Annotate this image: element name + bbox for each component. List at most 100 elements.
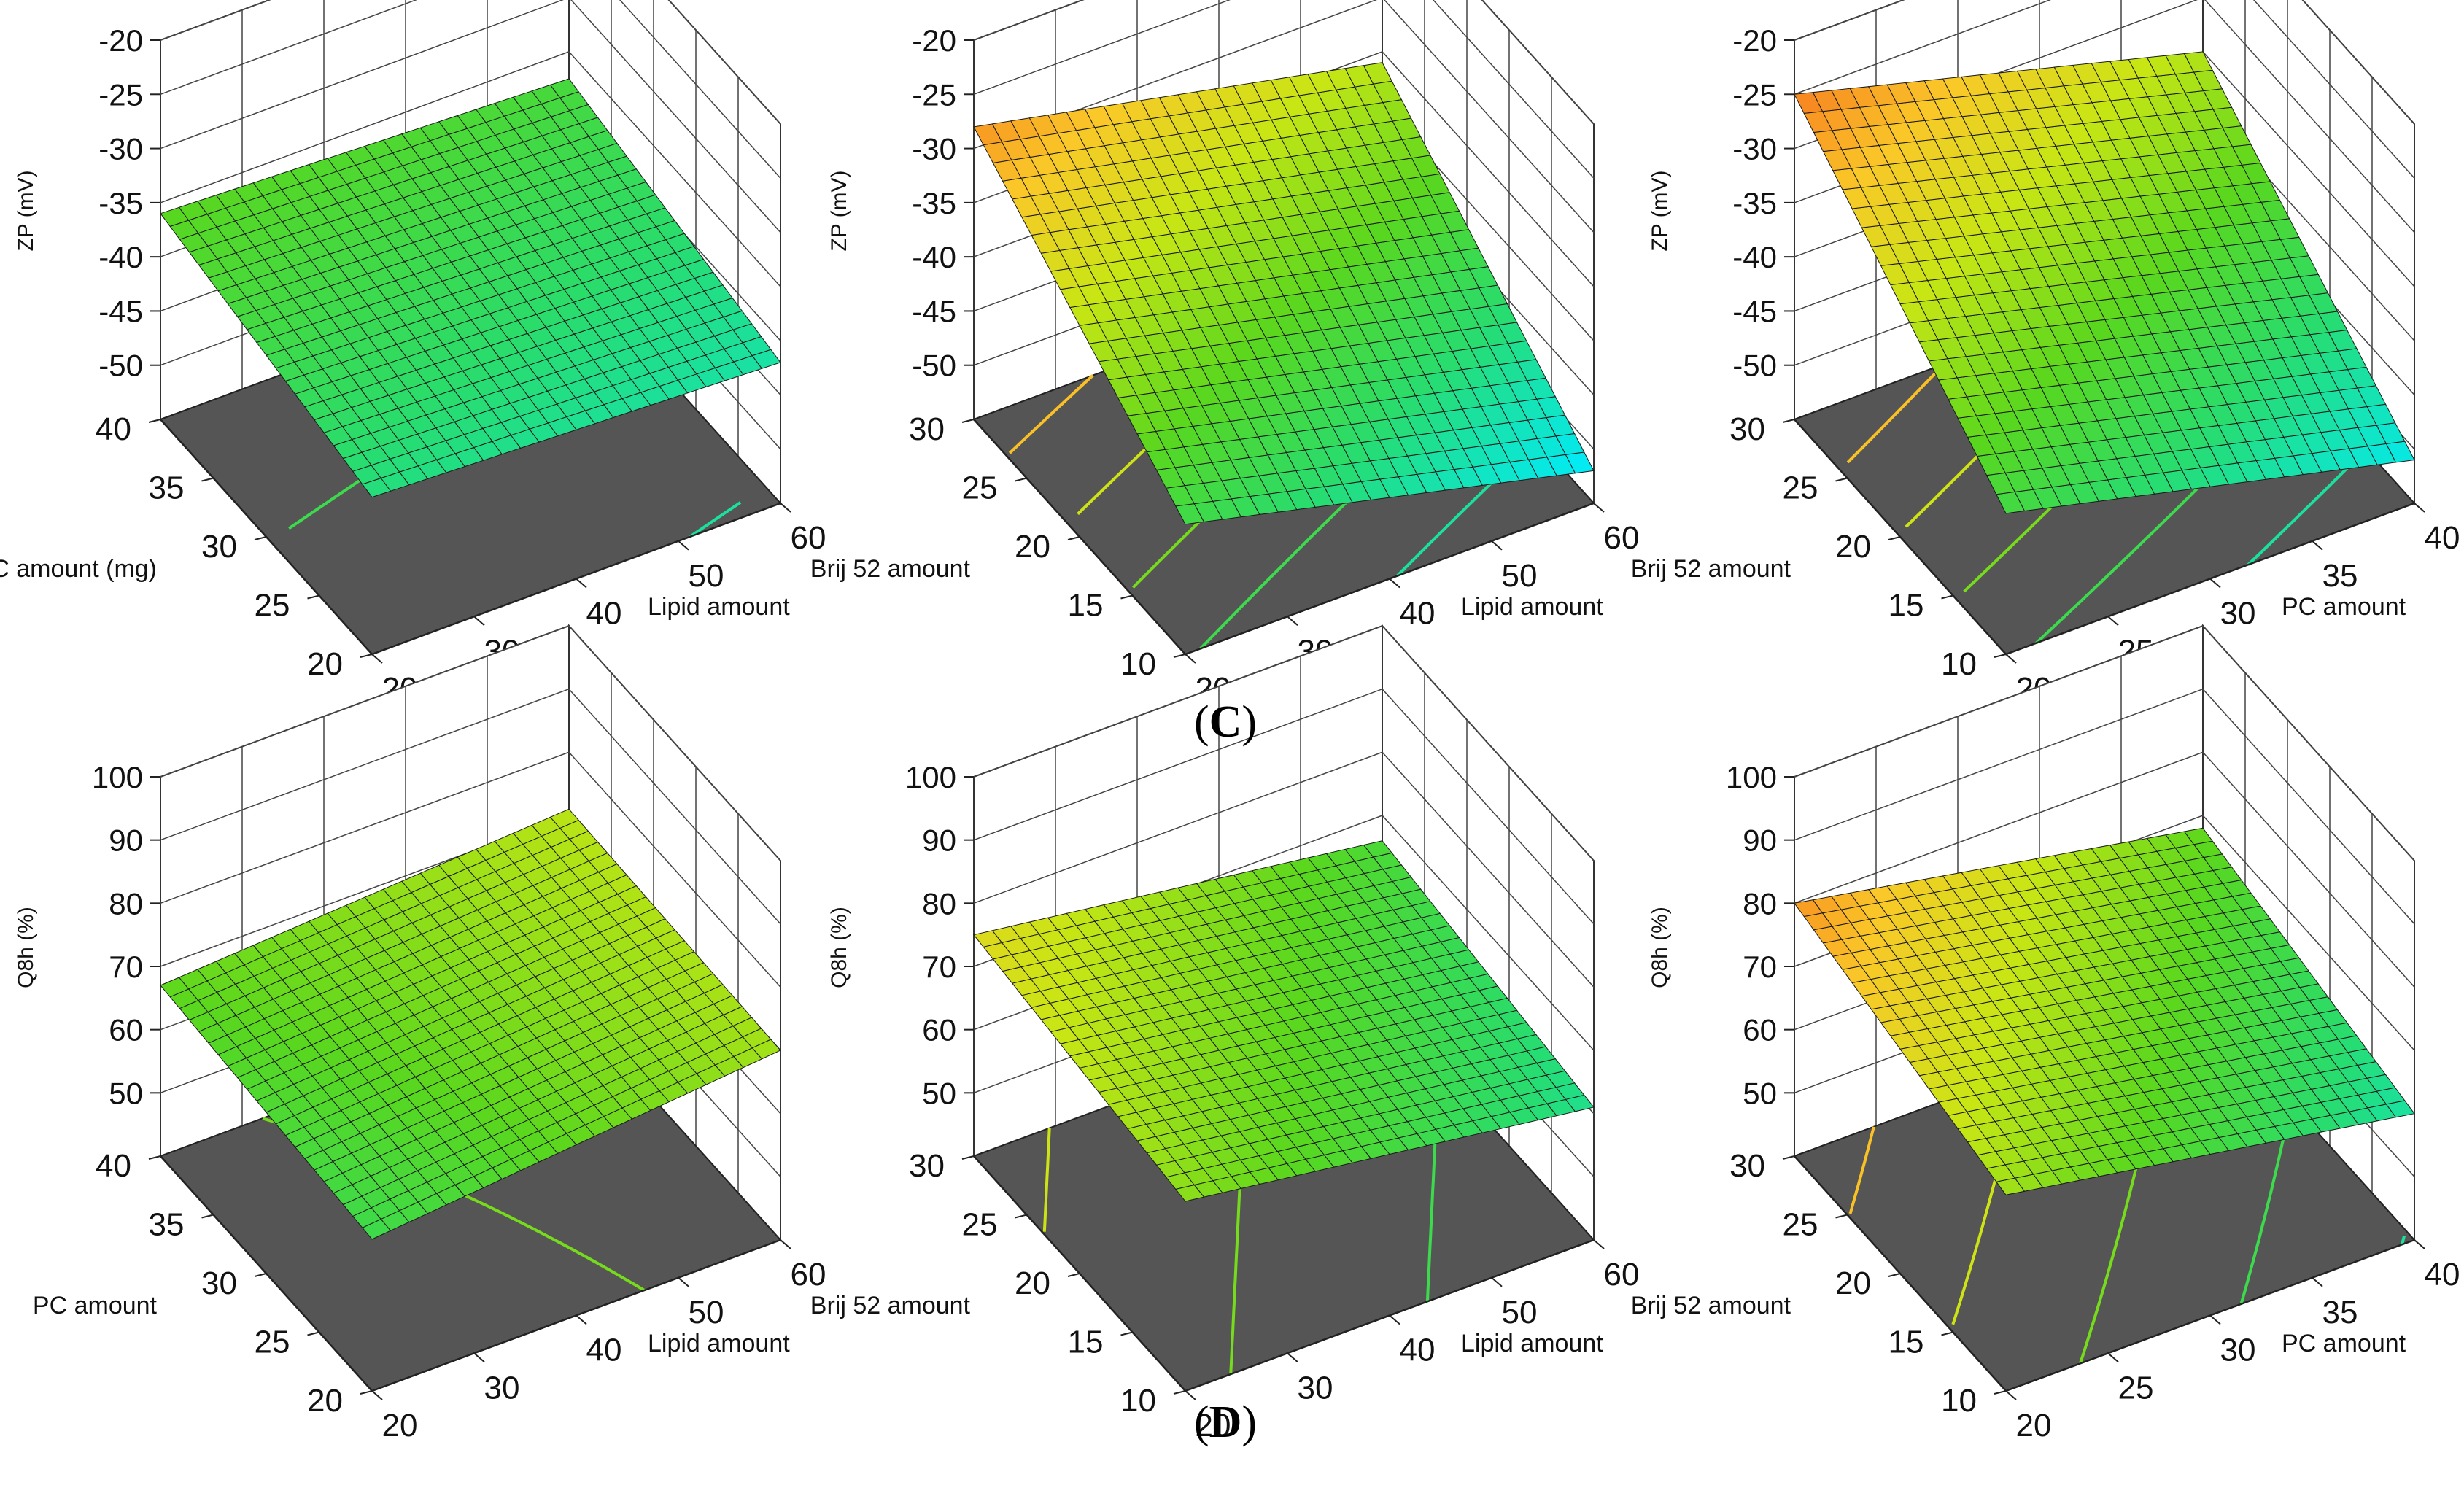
- y-tick-label: 30: [909, 1148, 945, 1184]
- y-tick: [360, 654, 373, 658]
- surface-chart-4: 20 30 40 50 60 20 25 30 35 40 50 60 70 80 90 100 Lipid a…: [14, 624, 826, 1443]
- z-gridline: [160, 625, 781, 861]
- z-tick-label: -40: [912, 240, 956, 274]
- contour-line: [2401, 1236, 2406, 1245]
- z-tick-label: 60: [1743, 1013, 1777, 1047]
- y-tick: [1835, 477, 1848, 482]
- z-gridline: [160, 688, 781, 925]
- x-tick-label: 50: [689, 558, 724, 594]
- z-gridline: [973, 0, 1595, 233]
- z-gridline: [160, 51, 781, 287]
- x-tick: [1491, 540, 1503, 551]
- y-tick: [148, 419, 161, 423]
- y-tick: [360, 1390, 373, 1395]
- surface-chart-5: 20 30 40 50 60 10 15 20 25 30 50 60 70 80 90 100 Lipid a…: [810, 624, 1639, 1443]
- x-tick-label: 35: [2322, 558, 2358, 594]
- y-tick: [1173, 1390, 1186, 1395]
- z-tick-label: -45: [1732, 294, 1777, 328]
- x-tick: [2312, 1276, 2323, 1287]
- response-surface: [973, 840, 1595, 1202]
- y-tick: [1067, 1273, 1080, 1277]
- y-tick-label: 30: [201, 1265, 237, 1301]
- x-tick-label: 40: [2425, 1257, 2460, 1292]
- z-tick-label: -20: [98, 23, 143, 58]
- y-tick: [307, 1331, 319, 1336]
- x-tick-label: 40: [586, 1333, 622, 1368]
- y-axis-label: PC amount (mg): [0, 555, 157, 583]
- y-tick-label: 25: [255, 1325, 290, 1360]
- z-axis-label: ZP (mV): [827, 170, 851, 251]
- x-tick-label: 30: [1298, 1370, 1333, 1406]
- z-gridline: [973, 0, 1595, 125]
- x-tick-label: 60: [791, 1257, 826, 1292]
- y-tick-label: 20: [1015, 1265, 1050, 1301]
- z-tick-label: -45: [912, 294, 956, 328]
- z-gridline: [1794, 0, 2415, 125]
- z-tick-label: 50: [109, 1076, 143, 1110]
- z-gridline: [1794, 688, 2415, 925]
- z-tick-label: 80: [922, 886, 956, 920]
- contour-line: [1848, 1126, 1875, 1214]
- y-tick-label: 30: [1729, 411, 1765, 447]
- z-gridline: [1794, 751, 2415, 988]
- surface-cell: [549, 808, 580, 829]
- z-tick-label: -20: [1732, 23, 1777, 58]
- z-gridline: [160, 0, 781, 179]
- panel-caption-d: (D): [1193, 1398, 1258, 1447]
- y-tick: [1782, 1155, 1795, 1160]
- y-tick-label: 25: [1783, 1207, 1818, 1243]
- x-axis-label: PC amount: [2282, 593, 2406, 621]
- z-tick-label: -35: [912, 186, 956, 220]
- z-tick-label: 60: [922, 1013, 956, 1047]
- x-tick: [576, 578, 587, 589]
- z-gridline: [160, 0, 781, 125]
- y-tick-label: 30: [201, 529, 237, 565]
- y-tick: [1120, 1331, 1133, 1336]
- x-tick: [1593, 503, 1605, 513]
- x-tick: [2005, 654, 2017, 664]
- y-tick-label: 15: [1068, 1325, 1104, 1360]
- z-tick-label: 70: [109, 950, 143, 984]
- y-tick-label: 35: [149, 1207, 185, 1243]
- z-tick-label: -50: [912, 349, 956, 383]
- y-tick-label: 30: [909, 411, 945, 447]
- x-axis-label: Lipid amount: [1461, 593, 1603, 621]
- x-tick: [473, 616, 485, 627]
- y-tick: [1941, 594, 1953, 600]
- y-tick-label: 25: [1783, 470, 1818, 506]
- contour-line: [1846, 363, 1945, 464]
- z-gridline: [160, 751, 781, 988]
- z-tick-label: -25: [1732, 77, 1777, 112]
- z-tick-label: -25: [912, 77, 956, 112]
- y-tick: [1067, 536, 1080, 540]
- z-gridline: [1794, 0, 2415, 179]
- contour-line: [1008, 374, 1094, 454]
- z-tick-label: -30: [1732, 132, 1777, 166]
- response-surface: [1794, 51, 2415, 514]
- y-tick-label: 25: [962, 470, 998, 506]
- x-tick-label: 30: [2220, 596, 2256, 632]
- y-tick: [307, 594, 319, 600]
- x-tick: [678, 540, 689, 551]
- x-tick: [2209, 578, 2221, 589]
- z-tick-label: 90: [1743, 823, 1777, 858]
- y-tick-label: 20: [307, 646, 343, 682]
- y-tick-label: 20: [1015, 529, 1050, 565]
- y-tick-label: 20: [307, 1383, 343, 1419]
- x-tick: [1593, 1239, 1605, 1249]
- y-tick-label: 10: [1120, 1383, 1156, 1419]
- z-gridline: [160, 0, 781, 233]
- z-gridline: [973, 625, 1595, 861]
- z-tick-label: 100: [905, 760, 956, 794]
- x-tick: [371, 654, 383, 664]
- x-axis-label: PC amount: [2282, 1330, 2406, 1357]
- z-tick-label: 90: [109, 823, 143, 858]
- y-tick: [961, 419, 975, 423]
- z-tick-label: -35: [98, 186, 143, 220]
- z-tick-label: -40: [98, 240, 143, 274]
- y-tick-label: 25: [255, 588, 290, 624]
- x-tick: [1185, 654, 1196, 664]
- surface-cell: [1363, 840, 1393, 858]
- y-tick: [961, 1155, 975, 1160]
